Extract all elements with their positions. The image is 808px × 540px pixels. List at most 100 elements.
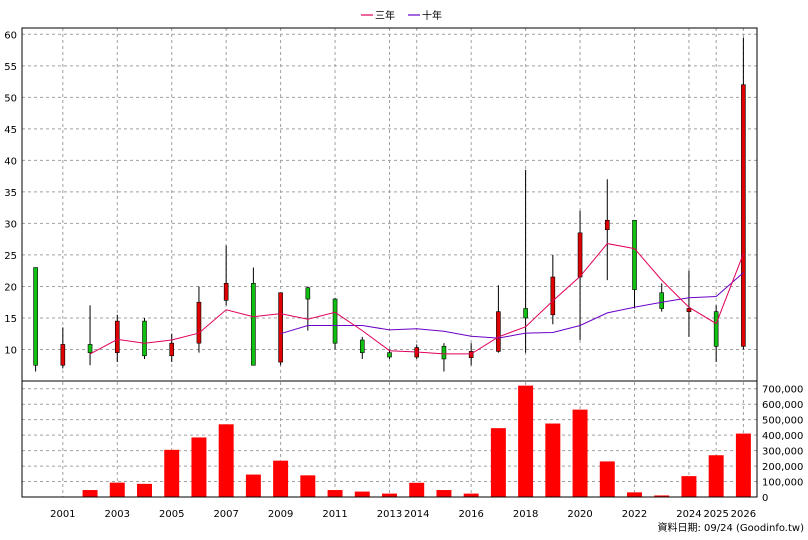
price-tick-label: 10	[4, 345, 17, 356]
candle-body	[659, 292, 665, 309]
volume-bars	[55, 385, 751, 498]
price-tick-label: 45	[4, 125, 17, 136]
volume-bar	[164, 449, 180, 497]
price-tick-label: 35	[4, 188, 17, 199]
volume-bar	[681, 476, 697, 497]
volume-bar	[463, 493, 479, 497]
year-tick-label: 2013	[377, 509, 402, 520]
candle-body	[251, 282, 256, 366]
legend: 三年 十年	[361, 9, 442, 22]
volume-bar	[518, 385, 534, 497]
price-tick-label: 50	[4, 93, 17, 104]
volume-tick-label: 700,000	[762, 385, 803, 396]
candle-body	[87, 344, 93, 353]
candle-body	[441, 346, 447, 360]
candle-body	[523, 308, 528, 319]
candle-body	[278, 292, 283, 363]
price-axis: 10 15 20 25 30 35 40 45 50 55 60	[4, 30, 17, 356]
volume-bar	[273, 460, 289, 497]
candle-body	[577, 232, 583, 278]
year-tick-label: 2020	[567, 509, 592, 520]
candle-body	[169, 342, 175, 357]
year-tick-label: 2011	[322, 509, 347, 520]
volume-axis: 0 100,000 200,000 300,000 400,000 500,000 600,…	[762, 385, 803, 504]
volume-bar	[109, 482, 125, 497]
ma10-line	[280, 272, 744, 339]
candle-body	[686, 308, 692, 312]
candles	[33, 37, 746, 372]
volume-bar	[735, 433, 751, 497]
volume-tick-label: 100,000	[762, 478, 803, 489]
candle-body	[223, 282, 229, 301]
candle-body	[550, 276, 556, 316]
year-tick-label: 2005	[159, 509, 184, 520]
year-tick-label: 2001	[50, 509, 75, 520]
volume-bar	[191, 437, 207, 497]
candle-body	[196, 301, 202, 344]
legend-label-ma3: 三年	[375, 9, 395, 22]
candle-body	[713, 311, 719, 347]
year-tick-label: 2025	[703, 509, 728, 520]
volume-bar	[354, 491, 370, 497]
volume-tick-label: 300,000	[762, 447, 803, 458]
year-tick-label: 2022	[622, 509, 647, 520]
x-axis: 2001 2003 2005 2007 2009 2011 2013 2014 2016 2018…	[50, 509, 756, 520]
price-tick-label: 40	[4, 156, 17, 167]
volume-tick-label: 0	[762, 493, 768, 504]
volume-bar	[245, 474, 261, 497]
price-tick-label: 20	[4, 282, 17, 293]
year-tick-label: 2018	[513, 509, 538, 520]
moving-average-lines	[89, 243, 744, 355]
price-tick-label: 55	[4, 62, 17, 73]
volume-bar	[382, 493, 397, 497]
year-tick-label: 2016	[458, 509, 483, 520]
volume-bar	[490, 428, 506, 497]
grid	[22, 28, 757, 497]
ma3-line	[89, 243, 744, 355]
candle-body	[741, 84, 746, 347]
year-tick-label: 2009	[268, 509, 293, 520]
candle-body	[332, 298, 338, 344]
volume-tick-label: 600,000	[762, 400, 803, 411]
volume-bar	[137, 483, 152, 497]
footer-source: 資料日期: 09/24 (Goodinfo.tw)	[657, 521, 804, 534]
volume-bar	[627, 492, 642, 497]
price-tick-label: 25	[4, 251, 17, 262]
candle-body	[468, 351, 474, 358]
price-tick-label: 60	[4, 30, 17, 41]
candle-body	[604, 219, 610, 231]
volume-bar	[572, 409, 588, 497]
candle-body	[305, 287, 311, 300]
volume-bar	[545, 423, 561, 497]
candle-body	[114, 320, 120, 353]
volume-bar	[218, 424, 234, 497]
candle-body	[33, 267, 38, 366]
volume-bar	[327, 490, 343, 497]
candle-body	[60, 344, 66, 366]
volume-panel-frame	[21, 380, 758, 498]
volume-tick-label: 200,000	[762, 462, 803, 473]
volume-bar	[654, 495, 670, 497]
volume-bar	[708, 455, 724, 497]
volume-tick-label: 400,000	[762, 431, 803, 442]
year-tick-label: 2003	[105, 509, 130, 520]
volume-bar	[599, 461, 615, 497]
year-tick-label: 2024	[676, 509, 701, 520]
volume-bar	[82, 490, 98, 497]
candle-body	[632, 219, 637, 290]
volume-tick-label: 500,000	[762, 416, 803, 427]
volume-bar	[300, 475, 316, 497]
price-tick-label: 30	[4, 219, 17, 230]
year-tick-label: 2026	[731, 509, 756, 520]
candle-body	[142, 320, 147, 357]
candle-body	[387, 352, 392, 358]
legend-label-ma10: 十年	[422, 9, 442, 22]
candle-body	[496, 311, 501, 352]
candle-body	[359, 339, 365, 353]
year-tick-label: 2014	[404, 509, 429, 520]
year-tick-label: 2007	[213, 509, 238, 520]
volume-bar	[436, 490, 452, 497]
price-tick-label: 15	[4, 314, 17, 325]
volume-bar	[409, 482, 425, 497]
